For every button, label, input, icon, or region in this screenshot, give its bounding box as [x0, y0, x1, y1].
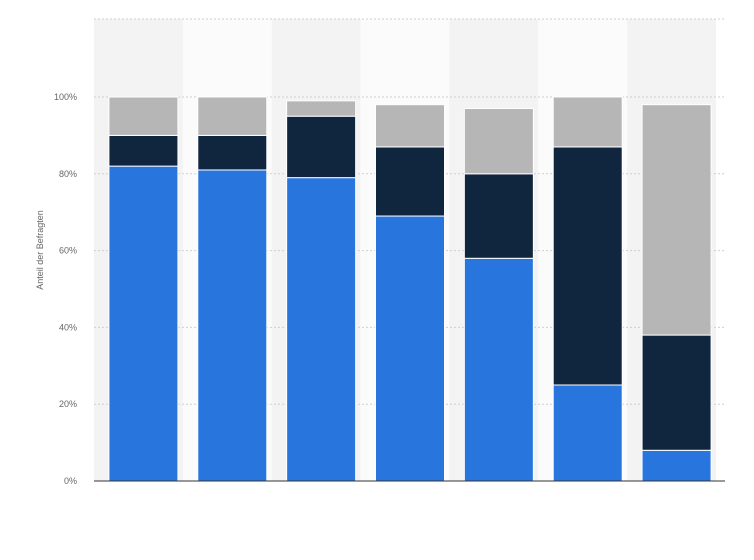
bar-segment [108, 96, 179, 136]
bar-segment [641, 449, 712, 482]
y-tick-label: 100% [54, 92, 77, 102]
bar-segment [286, 100, 357, 117]
y-tick-label: 0% [64, 476, 77, 486]
bar-segment [108, 134, 179, 167]
bar-segment [552, 96, 623, 148]
bar-segment [552, 384, 623, 482]
bar-segment [108, 165, 179, 482]
y-axis-label: Anteil der Befragten [35, 210, 45, 290]
bar-segment [641, 104, 712, 336]
bar-segment [552, 146, 623, 386]
y-tick-labels: 0% 20% 40% 60% 80% 100% [54, 92, 77, 486]
y-tick-label: 60% [59, 246, 77, 256]
bar-segment [197, 169, 268, 482]
y-tick-label: 40% [59, 322, 77, 332]
bars [108, 96, 712, 482]
bar-segment [286, 177, 357, 482]
bar-segment [197, 134, 268, 171]
bar-segment [197, 96, 268, 136]
bar-segment [463, 173, 534, 259]
bar-segment [641, 334, 712, 451]
bar-segment [375, 104, 445, 148]
y-tick-label: 80% [59, 169, 77, 179]
bar-segment [463, 108, 534, 175]
bar-segment [463, 257, 534, 482]
bar-segment [375, 215, 445, 482]
bar-segment [286, 115, 357, 179]
y-tick-label: 20% [59, 399, 77, 409]
bar-segment [375, 146, 445, 217]
